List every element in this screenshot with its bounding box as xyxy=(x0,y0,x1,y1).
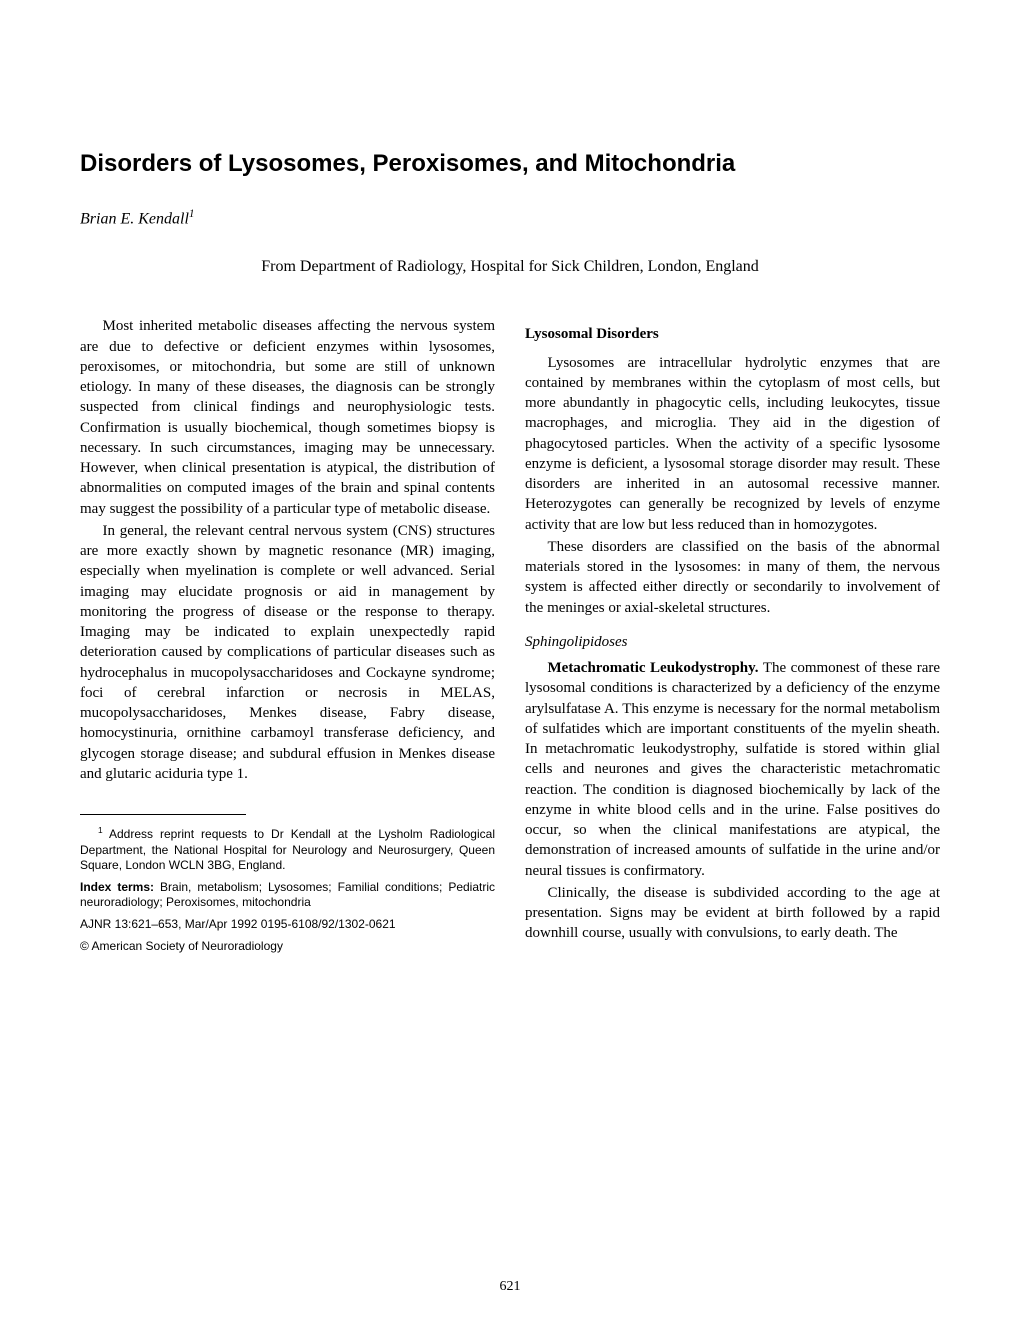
intro-para-1: Most inherited metabolic diseases affect… xyxy=(80,316,495,519)
right-column: Lysosomal Disorders Lysosomes are intrac… xyxy=(525,316,940,960)
footnote-address-text: Address reprint requests to Dr Kendall a… xyxy=(80,827,495,872)
footnote-index-terms: Index terms: Brain, metabolism; Lysosome… xyxy=(80,880,495,911)
left-column: Most inherited metabolic diseases affect… xyxy=(80,316,495,960)
section-lysosomal-disorders: Lysosomal Disorders xyxy=(525,324,940,344)
subsection-sphingolipidoses: Sphingolipidoses xyxy=(525,632,940,652)
article-affiliation: From Department of Radiology, Hospital f… xyxy=(80,258,940,276)
metachromatic-para: Metachromatic Leukodystrophy. The common… xyxy=(525,658,940,881)
lysosomal-para-1: Lysosomes are intracellular hydrolytic e… xyxy=(525,353,940,535)
author-sup: 1 xyxy=(189,208,195,220)
lysosomal-para-2: These disorders are classified on the ba… xyxy=(525,537,940,618)
footnote-copyright: © American Society of Neuroradiology xyxy=(80,939,495,955)
runin-metachromatic: Metachromatic Leukodystrophy. xyxy=(548,660,759,676)
page-number: 621 xyxy=(500,1279,521,1295)
footnote-address: 1 Address reprint requests to Dr Kendall… xyxy=(80,825,495,874)
clinical-para: Clinically, the disease is subdivided ac… xyxy=(525,883,940,944)
intro-para-2: In general, the relevant central nervous… xyxy=(80,521,495,784)
metachromatic-text: The commonest of these rare lysosomal co… xyxy=(525,660,940,879)
article-title: Disorders of Lysosomes, Peroxisomes, and… xyxy=(80,150,940,178)
index-terms-label: Index terms: xyxy=(80,880,154,894)
text-columns: Most inherited metabolic diseases affect… xyxy=(80,316,940,960)
article-author: Brian E. Kendall1 xyxy=(80,208,940,228)
author-name: Brian E. Kendall xyxy=(80,210,189,227)
footnote-divider xyxy=(80,814,246,815)
footnote-citation: AJNR 13:621–653, Mar/Apr 1992 0195-6108/… xyxy=(80,917,495,933)
